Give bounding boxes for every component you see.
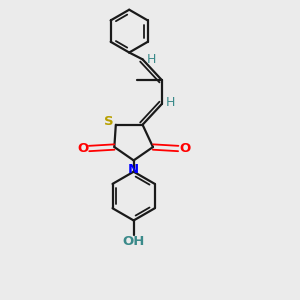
Text: O: O	[77, 142, 88, 155]
Text: S: S	[104, 115, 114, 128]
Text: H: H	[166, 96, 176, 109]
Text: O: O	[179, 142, 190, 155]
Text: OH: OH	[122, 235, 145, 248]
Text: H: H	[147, 53, 156, 66]
Text: N: N	[128, 163, 139, 176]
